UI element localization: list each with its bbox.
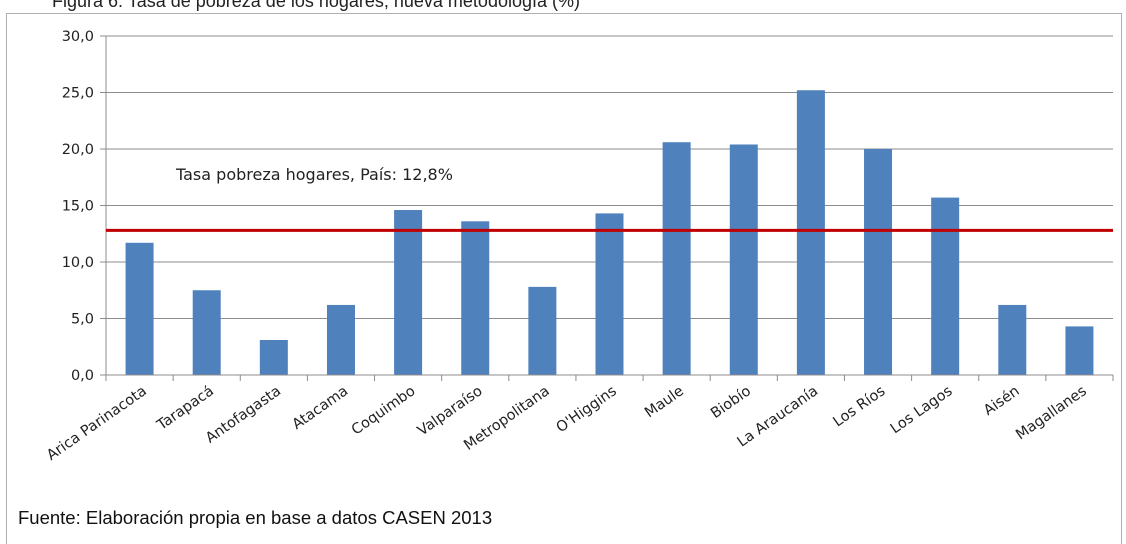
y-tick-label: 0,0 — [71, 368, 94, 384]
source-note: Fuente: Elaboración propia en base a dat… — [18, 507, 493, 528]
bar — [1065, 326, 1094, 375]
x-tick-label: Tarapacá — [154, 383, 217, 434]
x-tick-label: Coquimbo — [349, 383, 419, 438]
x-tick-label: Antofagasta — [203, 383, 284, 447]
bar — [326, 304, 355, 375]
x-tick-label: Los Ríos — [831, 383, 889, 430]
y-tick-label: 30,0 — [62, 29, 94, 45]
y-tick-label: 25,0 — [62, 86, 94, 102]
bar — [394, 210, 423, 375]
bar — [864, 149, 893, 375]
bar — [259, 339, 288, 375]
bar — [461, 221, 490, 375]
chart-frame — [6, 13, 1122, 544]
bar — [998, 304, 1027, 375]
bar — [729, 144, 758, 375]
bar — [796, 90, 825, 376]
x-tick-label: Aisén — [981, 383, 1023, 419]
y-tick-label: 5,0 — [71, 312, 94, 328]
y-tick-label: 20,0 — [62, 142, 94, 158]
bar — [528, 286, 557, 375]
x-tick-label: Biobío — [708, 383, 754, 422]
x-tick-label: Arica Parinacota — [44, 383, 150, 464]
reference-line-label: Tasa pobreza hogares, País: 12,8% — [175, 165, 453, 184]
x-tick-label: Los Lagos — [888, 383, 956, 437]
x-tick-label: Maule — [642, 383, 687, 421]
x-tick-label: Atacama — [290, 383, 352, 433]
figure-title: Figura 6. Tasa de pobreza de los hogares… — [52, 0, 580, 11]
bar — [931, 197, 960, 375]
bar — [192, 290, 221, 375]
bar — [125, 242, 154, 375]
y-tick-label: 10,0 — [62, 255, 94, 271]
bar — [595, 213, 624, 375]
x-tick-label: Magallanes — [1013, 383, 1089, 443]
y-tick-label: 15,0 — [62, 199, 94, 215]
bar — [662, 142, 691, 375]
x-tick-label: O'Higgins — [554, 383, 620, 436]
